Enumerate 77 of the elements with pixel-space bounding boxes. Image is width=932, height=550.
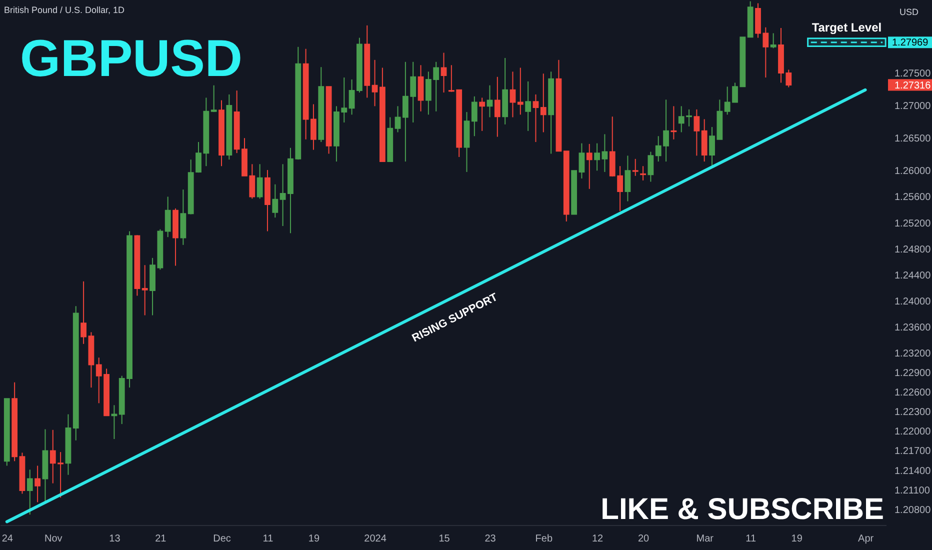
candlestick [624,155,631,202]
candlestick [34,465,41,503]
band-label: Target Level [812,20,882,34]
candlestick [486,84,493,118]
y-tick-label: 1.21100 [894,485,930,496]
x-tick-label: 11 [746,534,756,544]
x-tick-label: 21 [155,534,167,544]
candlestick [111,404,118,440]
x-tick-label: 19 [308,534,320,544]
candlestick [479,97,486,132]
y-tick-label: 1.27000 [894,101,932,112]
x-tick-label: 11 [262,534,274,544]
candlestick [418,64,424,112]
candlestick [510,71,516,118]
annotation: LIKE & SUBSCRIBE [600,493,884,526]
x-tick-label: Mar [696,534,714,544]
candlestick [164,196,171,238]
candlestick [142,264,148,316]
y-tick-label: 1.21400 [894,466,932,477]
candlestick [602,134,608,172]
candlestick [80,280,86,344]
x-tick-label: 15 [438,534,450,544]
x-tick-label: Apr [858,534,874,544]
y-tick-label: 1.23600 [894,322,932,334]
y-tick-label: 1.20800 [894,504,932,516]
ref-line-label: 1.27969 [892,37,929,48]
candlestick [578,142,585,179]
y-tick-label: 1.22600 [894,388,932,399]
y-tick-label: 1.26500 [894,134,932,145]
candlestick [494,76,500,138]
y-tick-label: 1.27316 [894,80,932,92]
candlestick [586,143,592,190]
x-tick-label: 12 [592,534,604,544]
y-tick-label: 1.24400 [894,270,932,282]
candlestick [648,151,654,182]
text: GBPUSD [20,30,242,88]
candlestick [770,32,776,49]
x-tick-label: 20 [638,534,650,544]
candlestick [517,67,524,116]
candlestick [26,469,33,516]
candlestick [540,73,546,133]
candlestick [348,78,355,116]
candlestick [272,184,278,218]
y-tick-label: 1.25600 [894,192,932,204]
x-tick-label: 13 [109,534,121,544]
candlestick [632,158,638,176]
text: British Pound / U.S. Dollar, 1D [4,5,126,15]
y-tick-label: 1.23200 [894,348,932,360]
candlestick [640,166,646,181]
y-tick-label: 1.25200 [894,218,932,230]
candlestick [256,164,263,200]
candlestick [210,84,217,113]
x-tick-label: Dec [213,534,231,544]
y-tick-label: 1.24000 [894,296,932,308]
x-tick-label: Nov [44,534,62,544]
candlestick [694,108,700,156]
y-tick-label: 1.24800 [894,244,932,256]
y-tick-label: 1.27500 [894,68,932,80]
x-tick-label: 2024 [364,534,387,544]
candlestick [440,52,447,93]
y-tick-label: 1.22900 [894,368,932,380]
y-tick-label: 1.22000 [894,426,932,438]
candlestick [532,94,539,142]
y-tick-label: 1.26000 [894,166,932,178]
candlestick [525,80,532,132]
x-tick-label: 19 [791,534,803,544]
x-tick-label: 23 [484,534,496,544]
candlestick [372,59,378,107]
candlestick [471,96,478,137]
x-tick-label: Feb [535,534,553,544]
candlestick [594,142,600,172]
y-tick-label: 1.22300 [894,407,932,418]
x-tick-label: 24 [2,534,14,544]
candlestick [394,106,401,133]
candlestick [670,106,677,140]
y-axis-title: USD [899,7,919,17]
y-tick-label: 1.21700 [894,446,932,458]
